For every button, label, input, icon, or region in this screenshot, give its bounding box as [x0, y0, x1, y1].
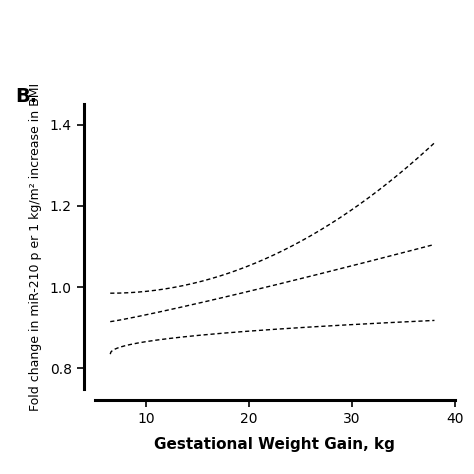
Y-axis label: Fold change in miR-210 p er 1 kg/m² increase in BMI: Fold change in miR-210 p er 1 kg/m² incr…: [28, 82, 42, 410]
X-axis label: Gestational Weight Gain, kg: Gestational Weight Gain, kg: [155, 437, 395, 452]
Text: B.: B.: [16, 87, 37, 106]
